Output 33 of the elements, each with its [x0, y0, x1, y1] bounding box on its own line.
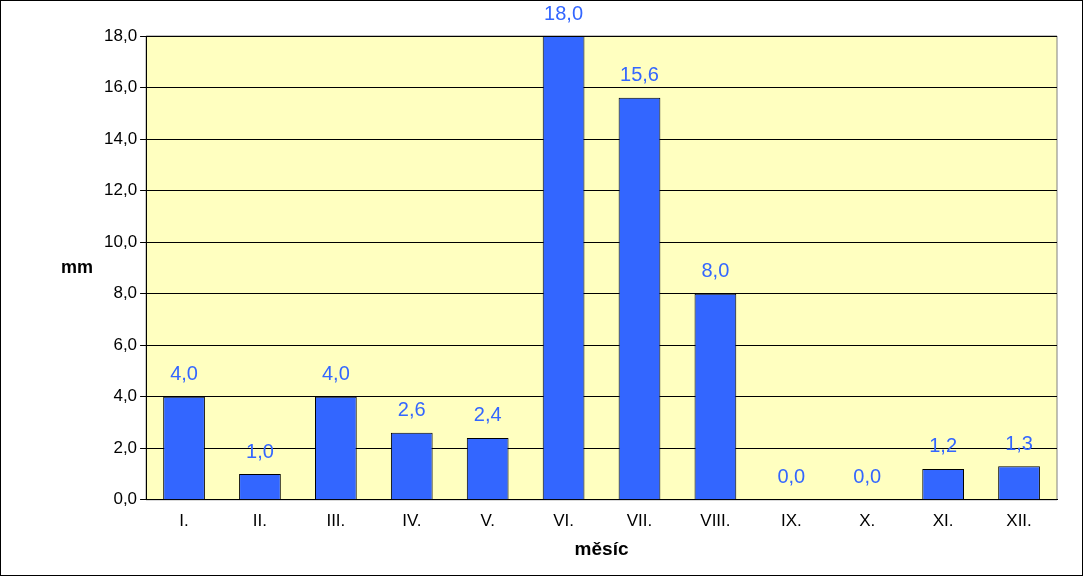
y-tick-label: 12,0	[103, 180, 138, 200]
y-tick-label: 16,0	[103, 77, 138, 97]
x-tick-label: V.	[480, 510, 495, 530]
y-tick-label: 6,0	[113, 334, 138, 354]
x-tick-label: II.	[252, 510, 268, 530]
y-axis-title: mm	[60, 256, 94, 277]
data-label: 18,0	[544, 1, 584, 24]
data-label: 8,0	[701, 259, 730, 282]
y-tick-label: 18,0	[103, 25, 138, 45]
x-tick-label: IX.	[780, 510, 802, 530]
x-axis-title: měsíc	[574, 537, 629, 559]
data-label: 4,0	[321, 362, 350, 385]
data-label: 4,0	[170, 362, 198, 385]
data-label: 0,0	[777, 465, 806, 488]
y-tick-label: 10,0	[103, 231, 138, 251]
data-label: 2,4	[473, 403, 502, 426]
x-tick-label: VI.	[553, 510, 574, 530]
y-tick-label: 0,0	[113, 489, 138, 509]
data-label: 0,0	[853, 465, 882, 488]
x-tick-label: VII.	[626, 510, 653, 530]
x-tick-label: XI.	[932, 510, 954, 530]
y-tick-label: 14,0	[103, 128, 138, 148]
x-tick-label: VIII.	[700, 510, 731, 530]
x-tick-label: III.	[326, 510, 346, 530]
x-tick-label: X.	[859, 510, 876, 530]
y-tick-label: 4,0	[113, 386, 138, 406]
x-tick-label: IV.	[402, 510, 422, 530]
data-label: 2,6	[397, 398, 426, 421]
y-tick-label: 8,0	[113, 283, 138, 303]
data-label: 15,6	[620, 63, 659, 86]
x-tick-label: XII.	[1006, 510, 1032, 530]
x-tick-label: I.	[179, 510, 189, 530]
y-tick-label: 2,0	[113, 437, 138, 457]
